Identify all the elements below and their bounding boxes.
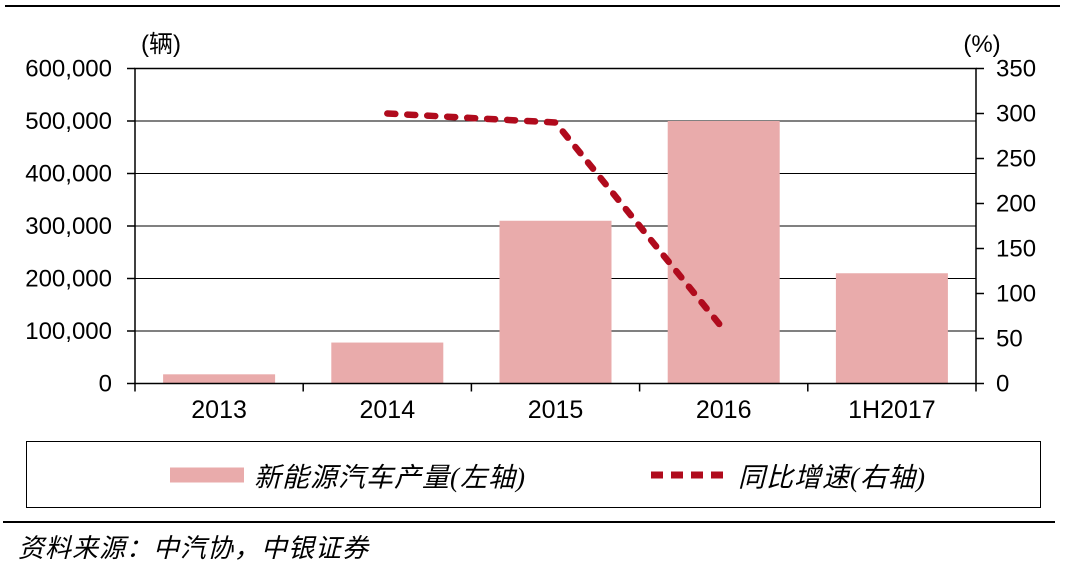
x-axis-category-label: 2014 [359, 396, 415, 424]
right-axis-tick-label: 200 [996, 191, 1036, 218]
left-axis-tick-label: 300,000 [25, 213, 112, 240]
left-axis-tick-label: 100,000 [25, 318, 112, 345]
legend: 新能源汽车产量(左轴) 同比增速(右轴) [26, 441, 1041, 508]
x-axis-category-label: 2015 [528, 396, 584, 424]
left-axis-tick-label: 200,000 [25, 266, 112, 293]
right-axis-tick-label: 350 [996, 56, 1036, 83]
legend-bar-label: 新能源汽车产量(左轴) [254, 462, 526, 492]
top-rule [5, 5, 1060, 7]
left-axis-tick-label: 600,000 [25, 56, 112, 83]
right-axis-tick-label: 250 [996, 146, 1036, 173]
left-axis-tick-label: 500,000 [25, 108, 112, 135]
bar-2014 [331, 342, 444, 384]
x-axis-category-label: 1H2017 [848, 396, 936, 424]
bar-1H2017 [835, 273, 948, 384]
right-axis-tick-label: 0 [996, 371, 1009, 398]
legend-line-label: 同比增速(右轴) [738, 462, 926, 492]
bar-2013 [163, 374, 276, 384]
growth-dashed-line [384, 110, 727, 333]
legend-dashed-line-swatch [651, 471, 723, 478]
footer-rule [3, 521, 1055, 523]
left-axis-unit-label: (辆) [141, 31, 181, 58]
right-axis-tick-label: 50 [996, 326, 1023, 353]
x-axis-category-label: 2013 [191, 396, 247, 424]
left-axis-tick-label: 0 [99, 371, 112, 398]
source-note: 资料来源：中汽协，中银证券 [18, 534, 370, 563]
left-axis-tick-label: 400,000 [25, 161, 112, 188]
right-axis-unit-label: (%) [963, 31, 1000, 58]
right-axis-tick-label: 100 [996, 281, 1036, 308]
legend-bar-swatch [170, 467, 244, 482]
bar-2016 [667, 121, 780, 384]
right-axis-tick-label: 300 [996, 101, 1036, 128]
right-axis-tick-label: 150 [996, 236, 1036, 263]
x-axis-category-label: 2016 [696, 396, 752, 424]
plot-area: 0 100,000 200,000 300,000 400,000 500,000 600,… [25, 31, 1036, 424]
bar-2015 [499, 220, 612, 384]
